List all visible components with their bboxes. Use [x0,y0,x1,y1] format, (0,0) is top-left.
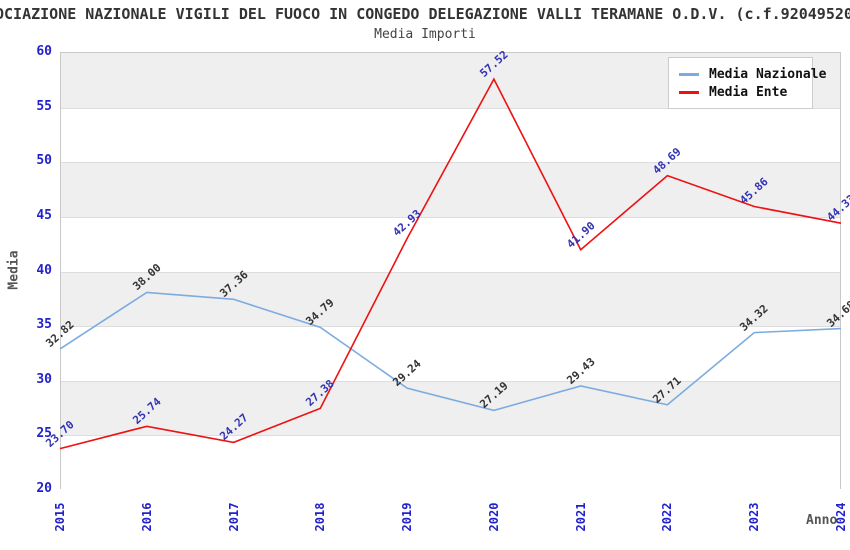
gridline [61,216,840,218]
media-nazionale-line-swatch-icon [679,72,699,76]
gridline [61,162,840,164]
y-tick-label: 40 [36,262,52,278]
plot-band [61,326,840,381]
chart-subtitle: Media Importi [374,27,476,42]
plot-band [61,380,840,436]
plot-area [60,52,841,490]
y-axis-title: Media [6,250,22,290]
legend: Media Nazionale Media Ente [668,57,826,109]
plot-band [61,107,840,163]
legend-item-media-ente: Media Ente [679,83,802,101]
y-tick-label: 55 [36,98,52,114]
x-tick-label: 2016 [139,502,154,532]
x-tick-label: 2018 [313,502,328,532]
x-tick-label: 2017 [226,502,241,532]
y-tick-label: 35 [36,317,52,333]
legend-item-media-nazionale: Media Nazionale [679,65,826,83]
y-tick-label: 20 [36,481,52,496]
x-tick-label: 2022 [660,502,675,532]
legend-label-media-nazionale: Media Nazionale [709,66,827,82]
chart-title: OCIAZIONE NAZIONALE VIGILI DEL FUOCO IN … [0,5,850,23]
x-tick-label: 2019 [400,502,415,532]
x-axis-title: Anno [806,513,838,528]
y-tick-label: 30 [36,371,52,387]
y-tick-label: 50 [36,153,52,169]
plot-band [61,162,840,217]
plot-band [61,216,840,272]
x-tick-label: 2021 [573,502,588,532]
y-tick-label: 60 [36,44,52,59]
x-tick-label: 2023 [747,502,762,532]
gridline [61,326,840,328]
x-tick-label: 2015 [53,502,67,532]
y-tick-label: 25 [36,426,52,442]
plot-band [61,435,840,490]
x-tick-label: 2020 [486,502,501,532]
media-ente-line-swatch-icon [679,90,699,94]
legend-label-media-ente: Media Ente [709,84,788,100]
gridline [61,271,840,273]
gridline [61,435,840,437]
y-tick-label: 45 [36,207,52,223]
gridline [61,380,840,382]
plot-band [61,271,840,327]
